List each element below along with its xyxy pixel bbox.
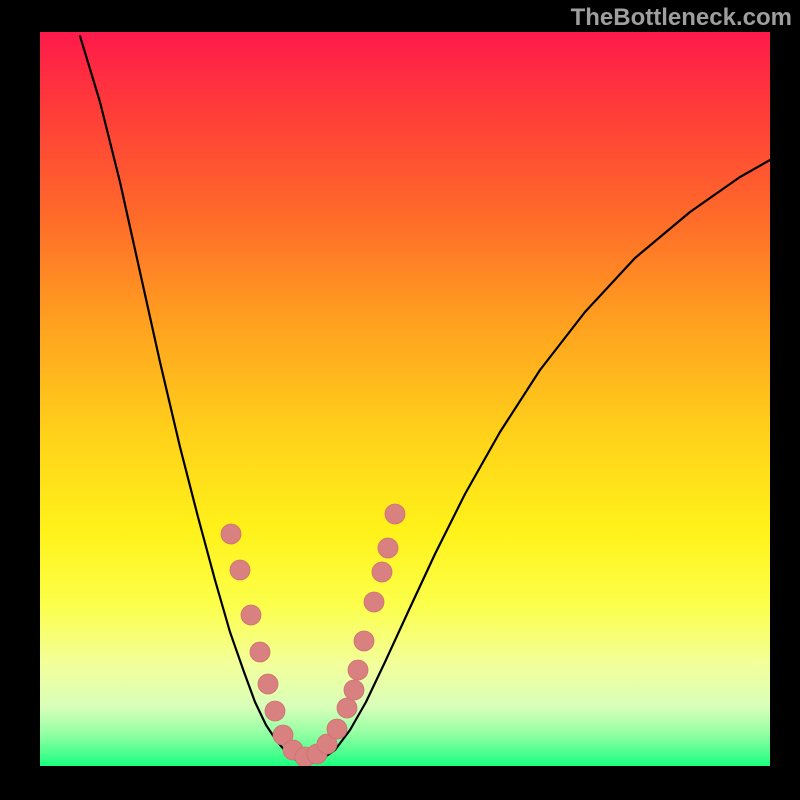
data-marker xyxy=(337,698,357,718)
data-marker xyxy=(354,631,374,651)
data-marker xyxy=(348,660,368,680)
data-marker xyxy=(241,605,261,625)
data-marker xyxy=(250,642,270,662)
data-marker xyxy=(372,562,392,582)
plot-area xyxy=(40,32,770,766)
data-marker xyxy=(221,524,241,544)
data-marker xyxy=(230,560,250,580)
data-markers xyxy=(40,32,770,766)
chart-frame: TheBottleneck.com xyxy=(0,0,800,800)
data-marker xyxy=(344,680,364,700)
data-marker xyxy=(265,701,285,721)
data-marker xyxy=(258,674,278,694)
data-marker xyxy=(385,504,405,524)
data-marker xyxy=(327,719,347,739)
data-marker xyxy=(378,538,398,558)
data-marker xyxy=(364,592,384,612)
watermark-text: TheBottleneck.com xyxy=(571,4,792,32)
